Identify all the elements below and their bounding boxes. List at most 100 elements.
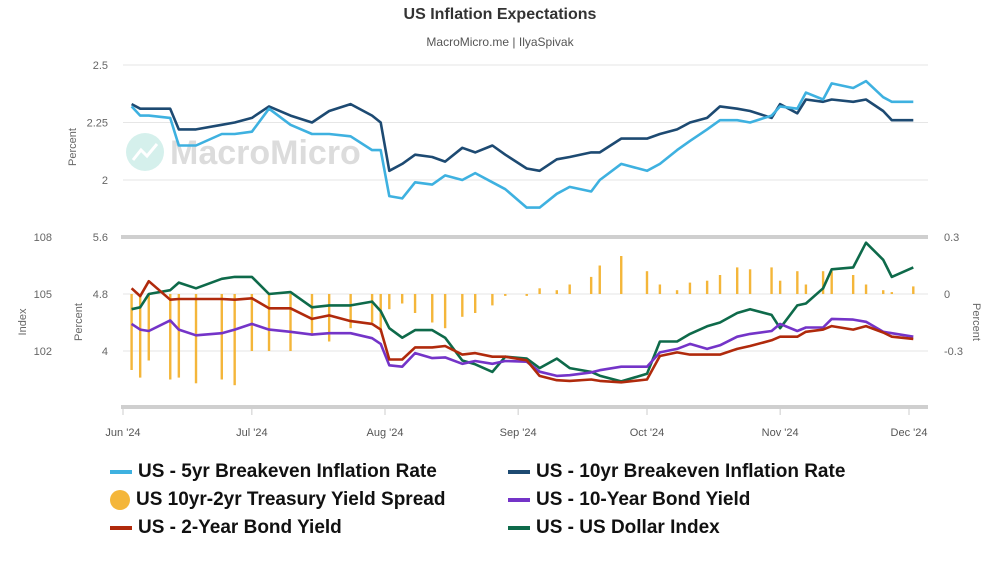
spread-bar [804, 284, 808, 294]
spread-bar [491, 294, 494, 306]
spread-bar [890, 292, 894, 294]
spread-bar [443, 294, 447, 329]
panel-separator [121, 235, 928, 239]
right-tick-label: 0 [944, 289, 950, 301]
series-line-2y-bond-yield [130, 279, 914, 384]
x-tick-label: Jul '24 [236, 427, 267, 439]
x-tick-label: Oct '24 [630, 427, 665, 439]
spread-bar [310, 294, 314, 336]
spread-bar [770, 267, 773, 294]
spread-bar [525, 294, 528, 296]
spread-bar [370, 294, 374, 323]
y-tick-label: 5.6 [93, 232, 108, 244]
legend-item-dollar-index[interactable]: US - US Dollar Index [508, 517, 720, 539]
x-tick-label: Nov '24 [762, 427, 799, 439]
spread-bar [267, 294, 271, 351]
index-tick-label: 108 [34, 232, 52, 244]
legend-item-5yr-breakeven[interactable]: US - 5yr Breakeven Inflation Rate [110, 461, 437, 483]
spread-bar [233, 294, 236, 386]
x-tick-label: Jun '24 [105, 427, 140, 439]
x-tick-label: Aug '24 [367, 427, 404, 439]
legend-item-2y-bond-yield[interactable]: US - 2-Year Bond Yield [110, 517, 342, 539]
spread-bar [598, 265, 601, 294]
top-y-axis-title: Percent [67, 128, 79, 166]
y-tick-label: 2.5 [93, 60, 108, 72]
index-axis-title: Index [17, 308, 29, 335]
spread-bar [882, 290, 885, 294]
spread-bar [718, 275, 722, 294]
legend-label: US - 10-Year Bond Yield [536, 489, 751, 510]
x-tick-label: Dec '24 [891, 427, 928, 439]
y-tick-label: 4 [102, 346, 108, 358]
spread-bar [589, 276, 593, 294]
x-axis-line [121, 405, 928, 409]
spread-bar [461, 294, 464, 317]
spread-bar [130, 294, 133, 370]
index-tick-label: 102 [34, 346, 52, 358]
series-line-5yr-breakeven [130, 79, 914, 209]
legend-item-10yr-breakeven[interactable]: US - 10yr Breakeven Inflation Rate [508, 461, 845, 483]
index-tick-label: 105 [34, 289, 52, 301]
chart-title: US Inflation Expectations [403, 6, 597, 23]
legend-label: US 10yr-2yr Treasury Yield Spread [136, 489, 446, 510]
legend-item-yield-spread[interactable]: US 10yr-2yr Treasury Yield Spread [110, 489, 445, 511]
legend-label: US - 2-Year Bond Yield [138, 517, 342, 538]
legend-label: US - 5yr Breakeven Inflation Rate [138, 461, 437, 482]
spread-bar [748, 269, 752, 294]
spread-bar [250, 294, 254, 351]
spread-bar [735, 267, 739, 294]
line-marker-icon [110, 526, 132, 530]
spread-bar [138, 294, 142, 378]
spread-bar [349, 294, 352, 329]
spread-bar [658, 284, 662, 294]
spread-bar [705, 280, 709, 294]
spread-bar [194, 294, 198, 384]
spread-bar [289, 294, 292, 351]
spread-bar [169, 294, 172, 380]
watermark-text: MacroMicro [170, 134, 361, 172]
series-line-10yr-breakeven [130, 98, 914, 173]
legend-label: US - 10yr Breakeven Inflation Rate [536, 461, 846, 482]
spread-bar [388, 294, 391, 310]
line-marker-icon [508, 498, 530, 502]
line-marker-icon [508, 470, 530, 474]
legend-label: US - US Dollar Index [536, 517, 720, 538]
line-marker-icon [508, 526, 530, 530]
spread-bar [645, 271, 649, 294]
right-tick-label: 0.3 [944, 232, 959, 244]
spread-bar [830, 271, 833, 294]
spread-bar [568, 284, 571, 294]
chart-subtitle: MacroMicro.me | IlyaSpivak [426, 35, 574, 49]
y-tick-label: 2.25 [87, 118, 108, 130]
spread-bar [431, 294, 434, 323]
y-tick-label: 2 [102, 175, 108, 187]
right-y-axis-title: Percent [970, 303, 982, 341]
spread-bar [688, 282, 692, 294]
legend-item-10y-bond-yield[interactable]: US - 10-Year Bond Yield [508, 489, 750, 511]
spread-bar [327, 294, 331, 342]
left-y-axis-title: Percent [73, 303, 85, 341]
spread-bar [413, 294, 417, 313]
series-line-10y-bond-yield [130, 317, 914, 378]
spread-bar [555, 290, 559, 294]
spread-bar [620, 256, 623, 294]
series-line-dollar-index [131, 241, 914, 383]
watermark: MacroMicro [126, 133, 361, 172]
spread-bar [400, 294, 404, 304]
spread-bar [177, 294, 181, 378]
circle-marker-icon [110, 490, 130, 510]
right-tick-label: -0.3 [944, 346, 963, 358]
spread-bar [147, 294, 150, 361]
x-tick-label: Sep '24 [500, 427, 537, 439]
spread-bar [473, 294, 477, 313]
spread-bar [796, 271, 799, 294]
spread-bar [220, 294, 223, 380]
spread-bar [864, 284, 868, 294]
spread-bar [504, 294, 507, 296]
spread-bar [821, 271, 825, 294]
y-tick-label: 4.8 [93, 289, 108, 301]
spread-bar [778, 280, 782, 294]
spread-bar [912, 286, 915, 294]
spread-bar [851, 275, 855, 294]
